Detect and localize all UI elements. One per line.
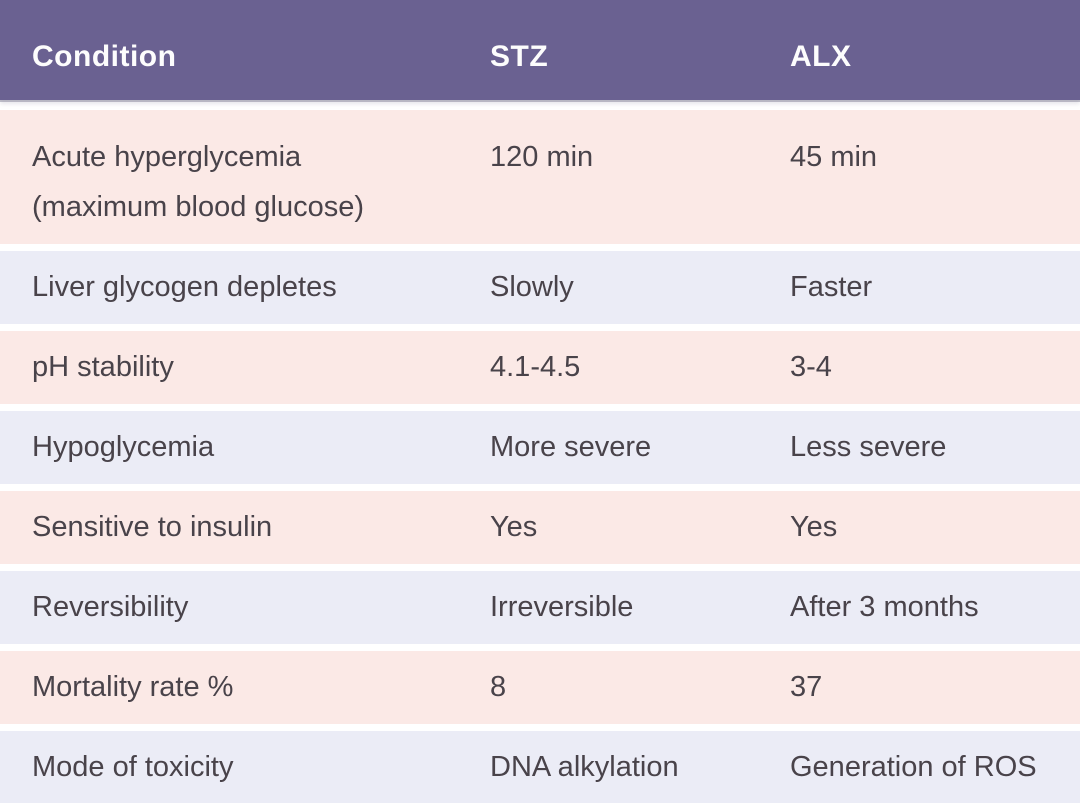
table-row: Reversibility Irreversible After 3 month… bbox=[0, 571, 1080, 644]
alx-cell: 45 min bbox=[790, 141, 878, 173]
stz-cell: DNA alkylation bbox=[490, 751, 679, 783]
column-header-alx: ALX bbox=[790, 40, 852, 73]
table-row: Mortality rate % 8 37 bbox=[0, 651, 1080, 724]
stz-cell: 120 min bbox=[490, 141, 594, 173]
condition-cell: Liver glycogen depletes bbox=[32, 271, 337, 303]
condition-cell: Mode of toxicity bbox=[32, 751, 234, 783]
stz-cell: More severe bbox=[490, 431, 652, 463]
table-row: Liver glycogen depletes Slowly Faster bbox=[0, 251, 1080, 324]
condition-cell: Hypoglycemia bbox=[32, 431, 215, 463]
alx-cell: Generation of ROS bbox=[790, 751, 1037, 783]
column-header-stz: STZ bbox=[490, 40, 549, 73]
stz-cell: Slowly bbox=[490, 271, 574, 303]
condition-cell: Sensitive to insulin bbox=[32, 511, 273, 543]
stz-cell: 8 bbox=[490, 671, 507, 703]
alx-cell: 3-4 bbox=[790, 351, 832, 383]
alx-cell: 37 bbox=[790, 671, 823, 703]
condition-cell: Reversibility bbox=[32, 591, 189, 623]
table-row: Mode of toxicity DNA alkylation Generati… bbox=[0, 731, 1080, 803]
condition-cell: pH stability bbox=[32, 351, 174, 383]
alx-cell: Faster bbox=[790, 271, 873, 303]
alx-cell: After 3 months bbox=[790, 591, 979, 623]
stz-cell: Yes bbox=[490, 511, 538, 543]
condition-cell: Mortality rate % bbox=[32, 671, 234, 703]
alx-cell: Yes bbox=[790, 511, 838, 543]
table-row: Acute hyperglycemia (maximum blood gluco… bbox=[0, 110, 1080, 244]
alx-cell: Less severe bbox=[790, 431, 947, 463]
table-row: Sensitive to insulin Yes Yes bbox=[0, 491, 1080, 564]
table-row: pH stability 4.1-4.5 3-4 bbox=[0, 331, 1080, 404]
table-row: Hypoglycemia More severe Less severe bbox=[0, 411, 1080, 484]
stz-cell: Irreversible bbox=[490, 591, 634, 623]
condition-cell: Acute hyperglycemia (maximum blood gluco… bbox=[32, 141, 365, 223]
table-header: Condition STZ ALX bbox=[0, 0, 1080, 100]
column-header-condition: Condition bbox=[32, 40, 177, 73]
stz-cell: 4.1-4.5 bbox=[490, 351, 581, 383]
